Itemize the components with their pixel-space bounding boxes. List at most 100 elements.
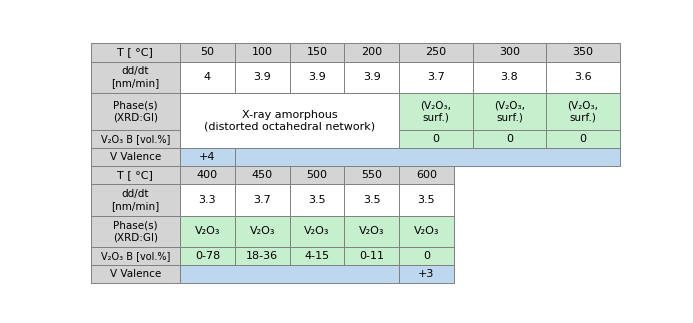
Text: (V₂O₃,
surf.): (V₂O₃, surf.) [421,101,451,123]
Text: +4: +4 [200,152,216,162]
Bar [473,93,546,130]
Bar [473,62,546,93]
Bar [91,265,180,283]
Text: V₂O₃: V₂O₃ [195,226,220,236]
Text: 350: 350 [572,47,593,57]
Bar [290,184,344,216]
Text: Phase(s)
(XRD:GI): Phase(s) (XRD:GI) [113,220,158,242]
Text: V Valence: V Valence [109,269,161,279]
Bar [399,184,454,216]
Bar [91,130,180,148]
Text: 0: 0 [506,134,513,144]
Text: 3.7: 3.7 [254,195,271,205]
Bar [180,184,235,216]
Bar [235,43,290,62]
Bar [290,43,344,62]
Bar [399,130,473,148]
Text: V₂O₃: V₂O₃ [249,226,275,236]
Text: 0-78: 0-78 [195,251,220,261]
Text: 0: 0 [432,134,439,144]
Bar [473,43,546,62]
Text: 3.9: 3.9 [308,72,326,82]
Text: V₂O₃: V₂O₃ [304,226,330,236]
Text: 18-36: 18-36 [246,251,279,261]
Bar [235,247,290,265]
Bar [91,148,180,166]
Bar [344,43,399,62]
Text: T [ °C]: T [ °C] [117,170,153,180]
Text: 50: 50 [200,47,215,57]
Bar [180,166,235,184]
Text: dd/dt
[nm/min]: dd/dt [nm/min] [111,189,159,211]
Bar [290,62,344,93]
Bar [180,43,235,62]
Bar [180,93,399,148]
Bar [290,216,344,247]
Text: 4: 4 [204,72,211,82]
Text: V₂O₃: V₂O₃ [414,226,439,236]
Text: T [ °C]: T [ °C] [117,47,153,57]
Bar [546,130,620,148]
Bar [546,62,620,93]
Text: V₂O₃ B [vol.%]: V₂O₃ B [vol.%] [100,251,170,261]
Bar [180,62,235,93]
Bar [180,247,235,265]
Text: Phase(s)
(XRD:GI): Phase(s) (XRD:GI) [113,101,158,123]
Text: 3.5: 3.5 [308,195,326,205]
Bar [399,166,454,184]
Bar [290,166,344,184]
Text: +3: +3 [418,269,435,279]
Text: 3.5: 3.5 [418,195,435,205]
Text: 300: 300 [499,47,520,57]
Bar [180,148,235,166]
Text: 100: 100 [252,47,273,57]
Bar [399,62,473,93]
Text: 550: 550 [361,170,382,180]
Bar [180,216,235,247]
Text: V₂O₃: V₂O₃ [359,226,385,236]
Bar [344,216,399,247]
Text: 0: 0 [579,134,586,144]
Text: V Valence: V Valence [109,152,161,162]
Bar [235,148,620,166]
Text: (V₂O₃,
surf.): (V₂O₃, surf.) [568,101,599,123]
Text: 3.3: 3.3 [199,195,216,205]
Text: 3.9: 3.9 [363,72,380,82]
Text: 250: 250 [426,47,446,57]
Text: 450: 450 [252,170,273,180]
Text: 400: 400 [197,170,218,180]
Bar [235,184,290,216]
Text: 3.8: 3.8 [500,72,518,82]
Bar [91,184,180,216]
Bar [91,216,180,247]
Bar [235,62,290,93]
Bar [91,93,180,130]
Bar [399,93,473,130]
Text: 3.6: 3.6 [574,72,592,82]
Text: 600: 600 [416,170,437,180]
Text: 3.7: 3.7 [427,72,445,82]
Bar [91,62,180,93]
Text: X-ray amorphous
(distorted octahedral network): X-ray amorphous (distorted octahedral ne… [204,109,375,131]
Bar [344,184,399,216]
Text: 150: 150 [306,47,328,57]
Text: 3.5: 3.5 [363,195,380,205]
Bar [399,247,454,265]
Text: 0: 0 [423,251,430,261]
Text: 3.9: 3.9 [254,72,271,82]
Bar [473,130,546,148]
Text: 0-11: 0-11 [359,251,384,261]
Bar [290,247,344,265]
Text: dd/dt
[nm/min]: dd/dt [nm/min] [111,66,159,88]
Text: 500: 500 [306,170,328,180]
Bar [344,247,399,265]
Text: (V₂O₃,
surf.): (V₂O₃, surf.) [494,101,525,123]
Bar [399,43,473,62]
Bar [91,166,180,184]
Bar [399,265,454,283]
Bar [180,265,399,283]
Bar [546,43,620,62]
Text: 200: 200 [361,47,383,57]
Bar [235,166,290,184]
Bar [91,247,180,265]
